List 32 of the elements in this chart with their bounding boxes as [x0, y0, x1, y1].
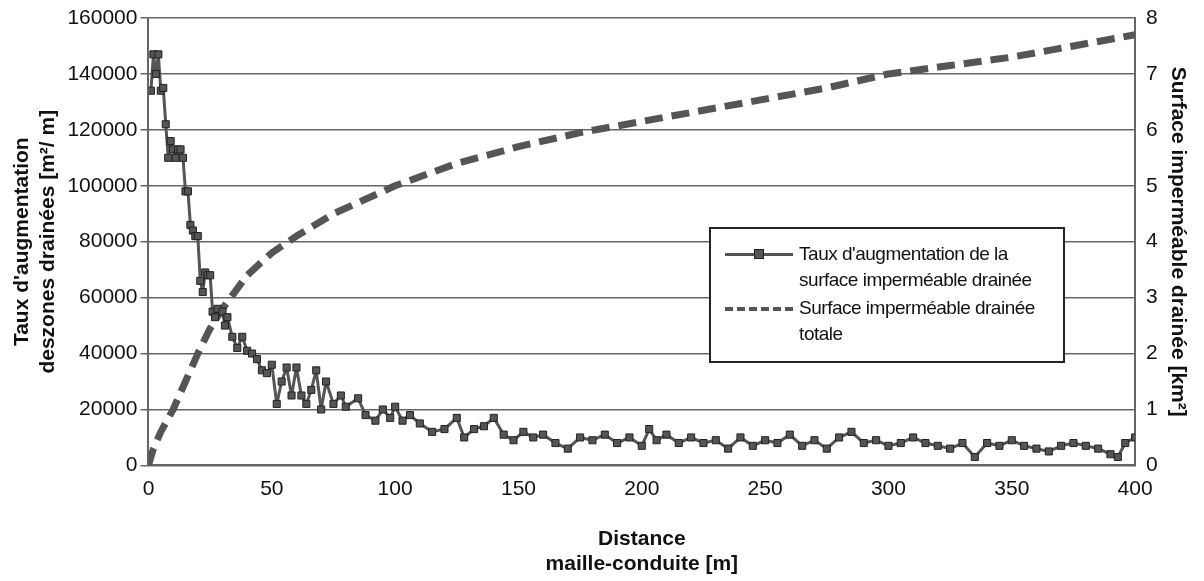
y2-tick-label: 8 [1146, 4, 1158, 28]
y2-tick-label: 2 [1146, 340, 1158, 364]
y2-axis-title: Surface imperméable drainée [km²] [1167, 66, 1191, 417]
y-tick-label: 40000 [79, 340, 138, 364]
y2-tick-label: 3 [1146, 284, 1158, 308]
y-tick-label: 80000 [79, 228, 138, 252]
y-tick-label: 100000 [67, 172, 138, 196]
x-tick-label: 0 [142, 475, 155, 499]
legend-label: Surface imperméable drainée totale [799, 296, 1036, 347]
y-tick-label: 0 [125, 452, 138, 476]
x-tick-label: 150 [500, 475, 536, 499]
y2-tick-label: 5 [1146, 172, 1158, 196]
legend-label: Taux d'augmentation de la surface imperméable drainée [799, 242, 1033, 293]
x-tick-label: 50 [260, 475, 284, 499]
x-tick-label: 250 [747, 475, 783, 499]
y-tick-label: 120000 [67, 116, 138, 140]
y-tick-label: 20000 [79, 396, 138, 420]
y-tick-label: 160000 [67, 4, 138, 28]
x-tick-label: 350 [994, 475, 1030, 499]
y2-tick-label: 7 [1146, 60, 1158, 84]
y-tick-label: 140000 [67, 60, 138, 84]
x-tick-label: 200 [624, 475, 660, 499]
y2-tick-label: 0 [1146, 452, 1158, 476]
x-tick-label: 300 [870, 475, 906, 499]
x-tick-label: 400 [1117, 475, 1153, 499]
y-tick-label: 60000 [79, 284, 138, 308]
y2-tick-label: 4 [1146, 228, 1159, 252]
y2-tick-label: 1 [1146, 396, 1158, 420]
x-tick-label: 100 [377, 475, 413, 499]
y2-tick-label: 6 [1146, 116, 1158, 140]
x-axis-title: Distance maille-conduite [m] [545, 526, 739, 575]
y-axis-title: Taux d'augmentation deszones drainées [m²/ m] [9, 109, 58, 374]
